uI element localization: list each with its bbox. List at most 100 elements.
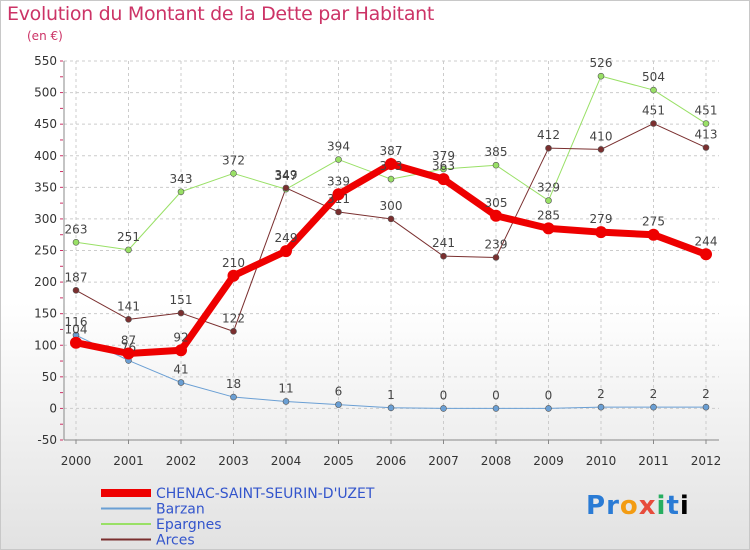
data-label: 275 bbox=[642, 215, 665, 229]
y-tick-label: 200 bbox=[34, 275, 57, 289]
data-label: 122 bbox=[222, 311, 245, 325]
y-tick-label: 300 bbox=[34, 212, 57, 226]
data-label: 87 bbox=[121, 333, 136, 347]
data-label: 300 bbox=[380, 199, 403, 213]
data-label: 187 bbox=[65, 270, 88, 284]
data-label: 385 bbox=[485, 145, 508, 159]
data-point bbox=[440, 405, 447, 412]
y-tick-label: 100 bbox=[34, 338, 57, 352]
data-point bbox=[177, 188, 185, 196]
x-tick-label: 2008 bbox=[481, 454, 512, 468]
data-point bbox=[122, 347, 135, 360]
data-label: 285 bbox=[537, 208, 560, 222]
data-label: 1 bbox=[387, 388, 395, 402]
data-label: 263 bbox=[65, 222, 88, 236]
legend-label: CHENAC-SAINT-SEURIN-D'UZET bbox=[156, 486, 375, 502]
logo-letter: r bbox=[606, 491, 620, 521]
data-label: 347 bbox=[275, 169, 298, 183]
legend-label: Arces bbox=[156, 533, 195, 549]
data-point bbox=[70, 336, 82, 349]
logo-letter: i bbox=[656, 491, 667, 521]
data-label: 141 bbox=[117, 299, 140, 313]
y-tick-label: 0 bbox=[49, 401, 57, 415]
data-point bbox=[702, 144, 710, 151]
data-point bbox=[335, 208, 342, 216]
x-tick-label: 2010 bbox=[586, 454, 617, 468]
data-label: 18 bbox=[226, 377, 241, 391]
data-point bbox=[545, 197, 552, 204]
data-label: 239 bbox=[485, 237, 508, 251]
data-label: 2 bbox=[702, 387, 710, 401]
chart-title: Evolution du Montant de la Dette par Hab… bbox=[7, 3, 435, 25]
data-point bbox=[597, 72, 605, 80]
data-point bbox=[230, 393, 237, 401]
data-label: 210 bbox=[222, 256, 245, 270]
data-point bbox=[175, 344, 187, 357]
data-label: 339 bbox=[327, 174, 350, 188]
data-label: 2 bbox=[650, 387, 658, 401]
data-label: 41 bbox=[173, 363, 188, 377]
data-label: 104 bbox=[65, 323, 88, 337]
data-point bbox=[440, 165, 447, 173]
logo-letter: P bbox=[586, 491, 607, 521]
data-label: 6 bbox=[335, 385, 343, 399]
data-point bbox=[282, 184, 290, 192]
data-point bbox=[595, 226, 607, 239]
y-tick-label: 550 bbox=[34, 54, 57, 68]
data-label: 116 bbox=[65, 315, 88, 329]
data-label: 451 bbox=[642, 104, 665, 118]
data-point bbox=[385, 157, 397, 170]
data-label: 504 bbox=[642, 70, 665, 84]
data-point bbox=[280, 245, 292, 258]
data-label: 387 bbox=[380, 144, 403, 158]
data-point bbox=[332, 188, 345, 201]
x-tick-label: 2006 bbox=[376, 454, 407, 468]
x-tick-label: 2004 bbox=[271, 454, 302, 468]
data-label: 329 bbox=[537, 181, 560, 195]
data-label: 0 bbox=[440, 388, 448, 402]
x-tick-label: 2002 bbox=[166, 454, 197, 468]
data-label: 394 bbox=[327, 140, 350, 154]
legend-label: Epargnes bbox=[156, 517, 222, 533]
data-point bbox=[387, 175, 395, 183]
data-point bbox=[440, 252, 447, 260]
data-label: 251 bbox=[117, 230, 140, 244]
data-point bbox=[387, 215, 395, 223]
data-label: 241 bbox=[432, 236, 455, 250]
data-point bbox=[650, 86, 657, 94]
data-label: 92 bbox=[173, 330, 188, 344]
data-label: 372 bbox=[222, 153, 245, 167]
chart-subtitle: (en €) bbox=[27, 29, 63, 43]
data-point bbox=[702, 403, 710, 411]
x-tick-label: 2011 bbox=[638, 454, 669, 468]
data-point bbox=[177, 379, 185, 386]
data-point bbox=[490, 209, 502, 222]
data-point bbox=[335, 401, 342, 408]
data-label: 2 bbox=[597, 387, 605, 401]
data-label: 11 bbox=[278, 381, 293, 395]
logo-letter: o bbox=[619, 491, 639, 521]
x-tick-label: 2007 bbox=[428, 454, 459, 468]
y-tick-label: 50 bbox=[42, 370, 57, 384]
data-label: 0 bbox=[492, 388, 500, 402]
data-point bbox=[492, 254, 500, 261]
data-point bbox=[650, 403, 657, 411]
x-tick-label: 2005 bbox=[323, 454, 354, 468]
data-point bbox=[230, 328, 237, 335]
x-tick-label: 2009 bbox=[533, 454, 564, 468]
x-tick-label: 2001 bbox=[113, 454, 144, 468]
data-label: 349 bbox=[275, 168, 298, 182]
data-point bbox=[650, 120, 657, 127]
data-point bbox=[282, 398, 290, 405]
proxiti-logo: Proxiti bbox=[586, 491, 690, 521]
data-point bbox=[437, 173, 450, 186]
logo-letter: x bbox=[638, 491, 657, 521]
legend-label: Barzan bbox=[156, 502, 205, 518]
data-point bbox=[72, 238, 80, 246]
data-label: 244 bbox=[695, 234, 718, 248]
data-label: 363 bbox=[432, 159, 455, 173]
data-point bbox=[702, 120, 710, 127]
data-label: 412 bbox=[537, 128, 560, 142]
